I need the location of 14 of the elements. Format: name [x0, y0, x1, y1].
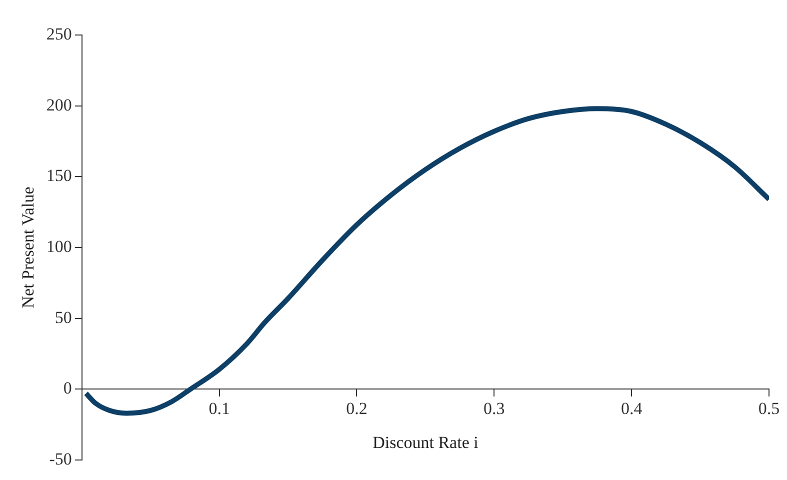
x-tick-label: 0.1	[208, 398, 230, 418]
y-tick-label: 150	[46, 166, 72, 186]
y-tick-label: 250	[46, 24, 72, 44]
y-tick-label: 0	[63, 378, 72, 398]
x-tick-label: 0.4	[620, 398, 643, 418]
y-tick-label: 100	[46, 236, 72, 256]
y-tick-label: -50	[49, 449, 72, 468]
x-tick-label: 0.3	[484, 398, 505, 418]
x-tick-label: 0.2	[346, 398, 368, 418]
x-axis-title: Discount Rate i	[372, 432, 479, 452]
y-tick-label: 50	[54, 308, 72, 327]
y-tick-label: 200	[46, 95, 72, 114]
x-tick-label: 0.5	[758, 398, 780, 418]
y-axis-title: Net Present Value	[18, 186, 38, 308]
